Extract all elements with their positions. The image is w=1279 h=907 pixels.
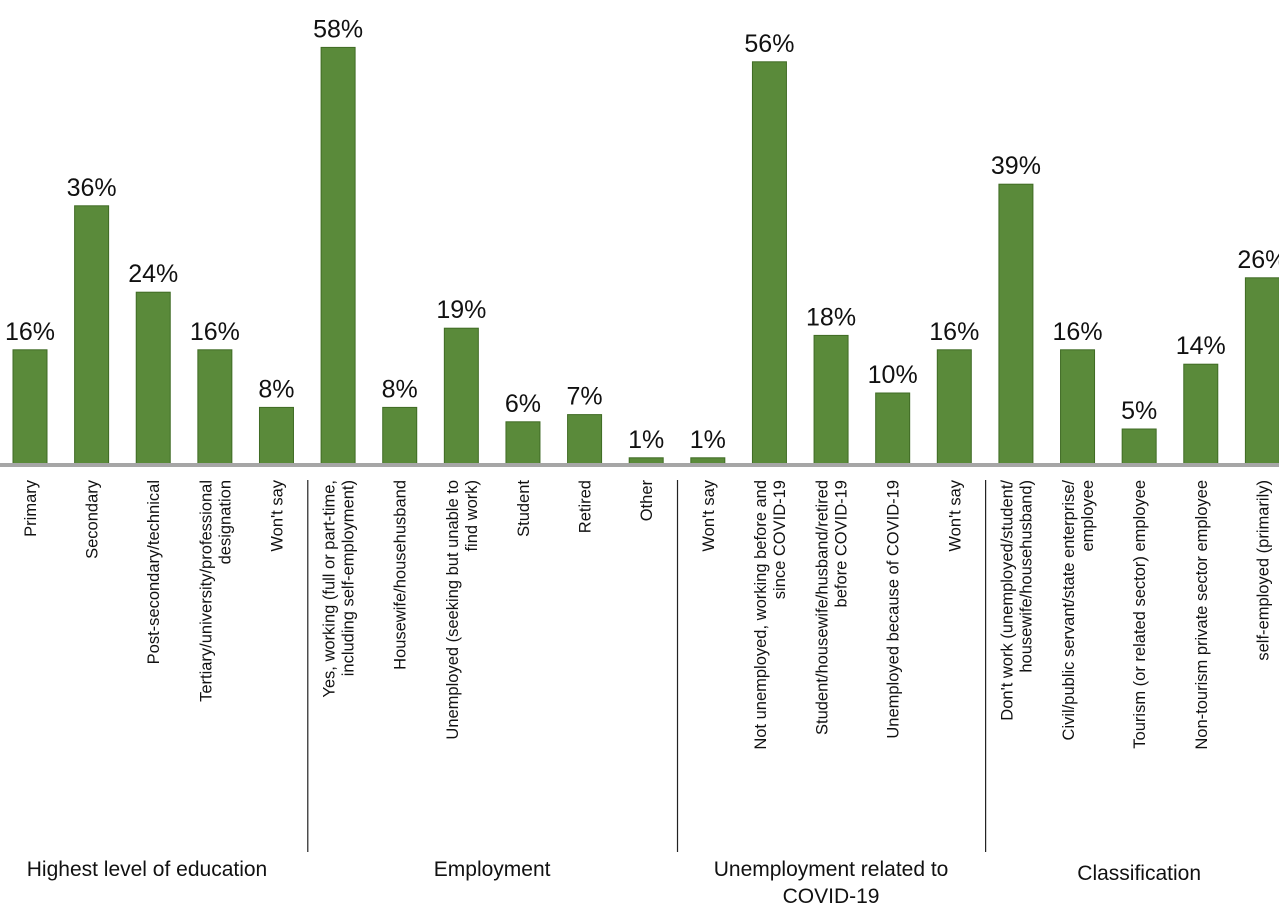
bar-student-housewife-husband-retired-before-covid-19 [813, 334, 849, 466]
group-label-unemployment-related-to-covid-19: Unemployment related to COVID-19 [714, 858, 949, 907]
value-label: 56% [744, 30, 794, 58]
category-labels-layer: Primary Secondary Post-secondary/technical… [22, 479, 1272, 749]
bar-retired [567, 414, 603, 466]
category-label: Unemployed (seeking but unable tofind wo… [444, 480, 481, 740]
category-label: Student [515, 480, 533, 537]
category-label: Civil/public servant/state enterprise/em… [1060, 480, 1097, 741]
bar-unemployed-seeking-but-unable-to-find-work [443, 327, 479, 466]
bars-layer [12, 46, 1279, 466]
bar-self-employed-primarily [1244, 277, 1279, 466]
bar-non-tourism-private-sector-employee [1183, 363, 1219, 466]
value-label: 24% [128, 260, 178, 288]
bar-yes-working-full-or-part-time-including-self-employment [320, 46, 356, 466]
group-label-classification: Classification [1077, 862, 1201, 885]
category-label: Yes, working (full or part-time,includin… [321, 480, 358, 698]
category-label: Housewife/househusband [392, 480, 410, 670]
bar-not-unemployed-working-before-and-since-covid-19 [751, 61, 787, 466]
category-label: Tertiary/university/professionaldesignat… [197, 480, 234, 702]
category-label: Tourism (or related sector) employee [1131, 480, 1149, 749]
group-label-highest-level-of-education: Highest level of education [27, 858, 268, 881]
category-label: Won't say [268, 479, 286, 551]
bar-secondary [74, 205, 110, 466]
category-label: Post-secondary/technical [145, 480, 163, 664]
bar-primary [12, 349, 48, 466]
value-label: 58% [313, 15, 363, 43]
category-label: Other [638, 480, 656, 522]
value-label: 7% [567, 383, 603, 411]
value-label: 1% [690, 426, 726, 454]
category-label: Don't work (unemployed/student/housewife… [998, 480, 1035, 721]
bar-post-secondary-technical [135, 291, 171, 466]
value-label: 1% [628, 426, 664, 454]
value-label: 8% [382, 375, 418, 403]
value-label: 16% [190, 318, 240, 346]
category-label: Primary [22, 479, 40, 537]
bar-tourism-or-related-sector-employee [1121, 428, 1157, 466]
category-label: self-employed (primarily) [1254, 480, 1272, 661]
category-label: Won't say [946, 479, 964, 551]
group-labels-layer: Highest level of education Employment Unem… [27, 858, 1201, 907]
category-label: Not unemployed, working before andsince … [752, 480, 789, 750]
value-label: 19% [436, 296, 486, 324]
value-label: 36% [67, 174, 117, 202]
value-label: 8% [258, 375, 294, 403]
bar-civil-public-servant-state-enterprise-employee [1060, 349, 1096, 466]
category-label: Student/housewife/husband/retiredbefore … [814, 480, 851, 735]
bar-won-t-say [258, 406, 294, 466]
category-label: Retired [577, 480, 595, 533]
group-separators [307, 480, 987, 852]
bar-tertiary-university-professional-designation [197, 349, 233, 466]
bar-won-t-say [936, 349, 972, 466]
value-labels-layer: 16% 36% 24% 16% 8% 58% 8% 19% 6% 7% 1% 1% 56% 18% 10% 1… [5, 15, 1279, 453]
value-label: 14% [1176, 332, 1226, 360]
value-label: 16% [1053, 318, 1103, 346]
group-label-employment: Employment [434, 858, 551, 881]
value-label: 26% [1237, 246, 1279, 274]
bar-don-t-work-unemployed-student-housewife-househusband [998, 183, 1034, 466]
value-label: 16% [929, 318, 979, 346]
category-label: Won't say [700, 479, 718, 551]
value-label: 5% [1121, 397, 1157, 425]
bar-housewife-househusband [382, 406, 418, 466]
bar-student [505, 421, 541, 466]
category-label: Non-tourism private sector employee [1193, 480, 1211, 750]
category-label: Secondary [84, 479, 102, 559]
bar-unemployed-because-of-covid-19 [875, 392, 911, 466]
value-label: 39% [991, 152, 1041, 180]
value-label: 6% [505, 390, 541, 418]
value-label: 18% [806, 303, 856, 331]
value-label: 16% [5, 318, 55, 346]
category-label: Unemployed because of COVID-19 [885, 480, 903, 739]
value-label: 10% [868, 361, 918, 389]
